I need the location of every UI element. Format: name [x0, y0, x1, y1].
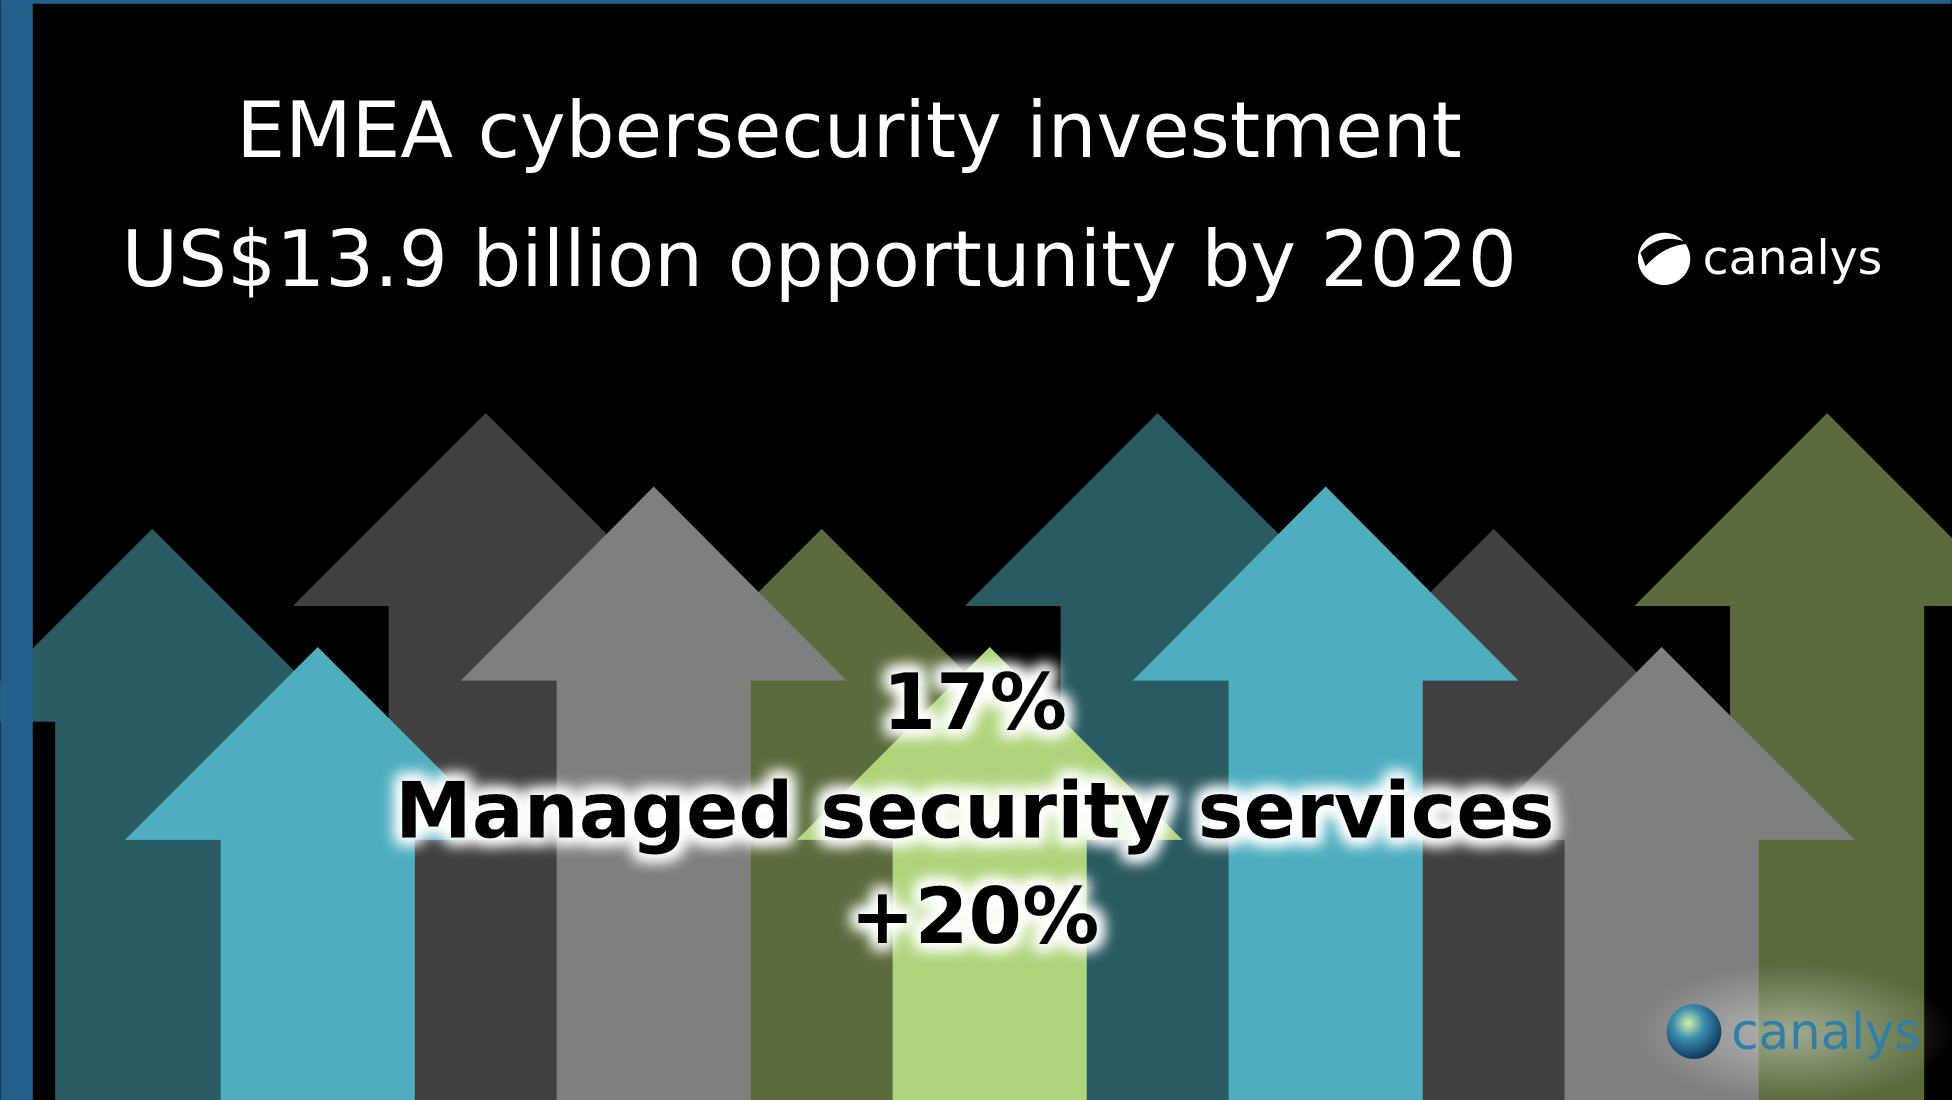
highlight: 17% Managed security services +20%	[395, 658, 1555, 962]
title-line-2: US$13.9 billion opportunity by 2020	[122, 215, 1517, 305]
logo-swoosh	[1640, 238, 1691, 267]
arrow	[124, 647, 511, 1100]
arrow	[796, 647, 1183, 1100]
side-stripe	[0, 0, 33, 1100]
watermark-globe	[1666, 1004, 1722, 1059]
growth: +20%	[850, 872, 1099, 962]
title-line-1: EMEA cybersecurity investment	[236, 86, 1461, 176]
arrow	[1132, 486, 1519, 1100]
share: 17%	[882, 658, 1067, 748]
logo: canalys	[1637, 231, 1883, 286]
arrows	[0, 413, 1952, 1100]
watermark-glow	[1630, 964, 1952, 1100]
segment-label: Managed security services	[395, 766, 1555, 856]
watermark: canalys	[1630, 964, 1952, 1100]
logo-text: canalys	[1703, 231, 1883, 286]
watermark-text: canalys	[1731, 1003, 1920, 1061]
arrow	[460, 486, 847, 1100]
arrow	[1634, 413, 1952, 1100]
top-stripe	[0, 0, 1952, 4]
